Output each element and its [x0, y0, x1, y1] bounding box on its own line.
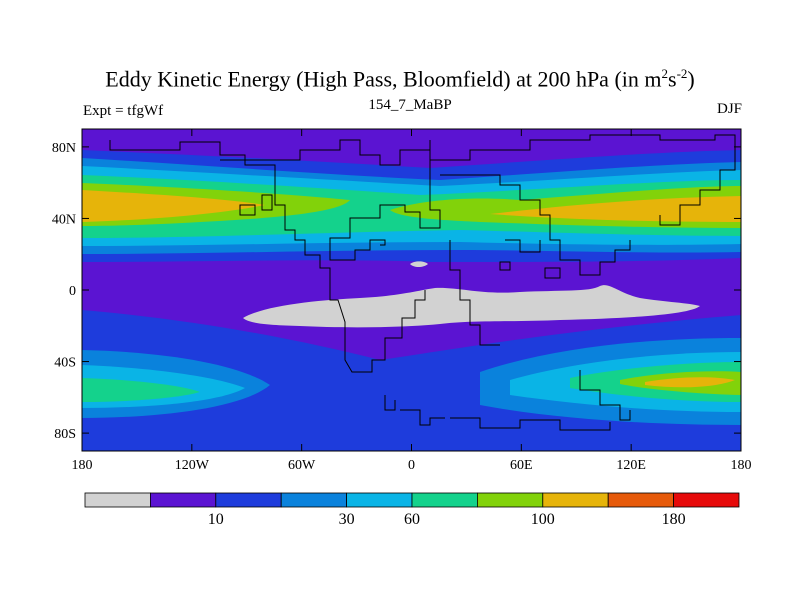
title-close: ): [687, 66, 695, 92]
colorbar-box: [280, 492, 348, 508]
x-axis: 180 120W 60W 0 60E 120E 180: [72, 129, 752, 473]
y-tick-label: 80S: [54, 427, 76, 442]
y-axis: 80N 40N 0 40S 80S: [52, 141, 741, 442]
colorbar-label: 60: [404, 511, 420, 528]
colorbar-box: [673, 492, 740, 508]
contour-band-sh-180: [645, 377, 735, 388]
colorbar-box: [215, 492, 282, 508]
colorbar-box: [346, 492, 413, 508]
contour-band-below-10b: [410, 261, 428, 267]
colorbar-box: [411, 492, 478, 508]
y-tick-label: 0: [69, 284, 76, 299]
contour-band-sh-100: [82, 378, 200, 402]
season-label: DJF: [716, 101, 742, 117]
colorbar-box: [84, 492, 151, 508]
colorbar-label: 30: [339, 511, 355, 528]
chart-title: Eddy Kinetic Energy (High Pass, Bloomfie…: [0, 66, 800, 92]
colorbar-box: [607, 492, 675, 508]
title-units-s: s: [668, 66, 677, 92]
colorbar: 10 30 60 100 180: [84, 492, 740, 528]
x-tick-label: 120W: [175, 458, 210, 473]
contour-band-150b: [490, 196, 741, 222]
colorbar-label: 10: [208, 511, 224, 528]
x-tick-label: 0: [408, 458, 415, 473]
coastlines: [109, 134, 736, 431]
experiment-label: Expt = tfgWf: [83, 103, 164, 119]
title-exp-2: -2: [676, 66, 688, 81]
contour-band-below-10: [243, 285, 700, 328]
x-tick-label: 60E: [510, 458, 533, 473]
x-tick-label: 120E: [616, 458, 646, 473]
x-tick-label: 180: [72, 458, 93, 473]
x-tick-label: 60W: [288, 458, 316, 473]
contour-field: [82, 129, 741, 451]
colorbar-box: [149, 492, 217, 508]
contour-band-150: [82, 190, 265, 222]
y-tick-label: 40S: [54, 356, 76, 371]
y-tick-label: 40N: [52, 212, 76, 227]
colorbar-label: 100: [531, 511, 555, 528]
colorbar-box: [476, 492, 544, 508]
colorbar-box: [542, 492, 609, 508]
y-tick-label: 80N: [52, 141, 76, 156]
title-text: Eddy Kinetic Energy (High Pass, Bloomfie…: [105, 66, 662, 92]
colorbar-label: 180: [662, 511, 686, 528]
x-tick-label: 180: [731, 458, 752, 473]
run-label: 154_7_MaBP: [368, 97, 452, 113]
title-exp-1: 2: [661, 66, 669, 81]
